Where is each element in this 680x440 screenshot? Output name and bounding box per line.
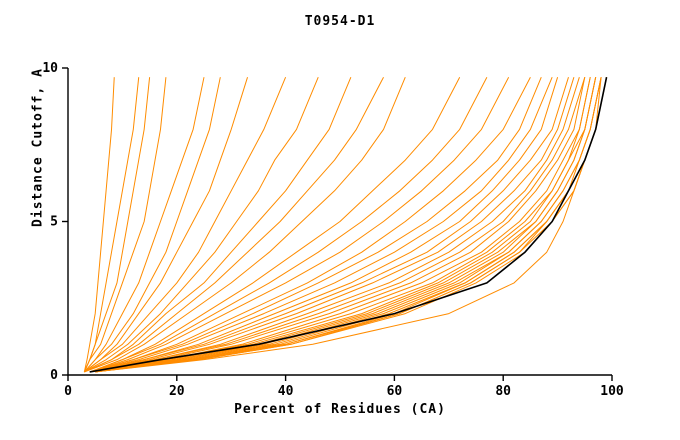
- model-curve: [83, 77, 115, 373]
- x-tick-label: 100: [600, 384, 624, 399]
- x-tick-label: 80: [495, 384, 511, 399]
- x-tick-label: 0: [64, 384, 72, 399]
- x-tick-label: 40: [278, 384, 294, 399]
- model-curve: [89, 76, 488, 373]
- x-axis-label: Percent of Residues (CA): [234, 402, 446, 417]
- model-curve: [95, 77, 591, 373]
- model-curve: [84, 77, 406, 373]
- best-model-curve: [89, 77, 608, 373]
- model-curve: [89, 76, 531, 373]
- model-curve: [89, 77, 575, 373]
- model-curve: [89, 77, 586, 373]
- model-curve: [84, 77, 248, 373]
- model-curve: [83, 77, 221, 373]
- y-axis-label: Distance Cutoff, A: [30, 68, 46, 227]
- model-curve: [83, 77, 167, 373]
- model-curve: [89, 77, 553, 373]
- model-curve: [89, 77, 559, 373]
- y-tick-label: 0: [50, 368, 58, 383]
- model-curve: [83, 77, 205, 373]
- model-curve: [83, 77, 151, 373]
- model-curve: [89, 76, 510, 373]
- model-curve: [84, 77, 287, 373]
- chart-title: T0954-D1: [304, 14, 376, 29]
- y-tick-label: 10: [42, 61, 58, 76]
- model-curve: [95, 77, 608, 373]
- model-curve: [89, 76, 461, 373]
- model-curve: [84, 76, 384, 373]
- x-tick-label: 60: [387, 384, 403, 399]
- model-curve: [95, 77, 597, 373]
- model-curve: [84, 77, 319, 373]
- model-curve: [95, 77, 591, 373]
- model-curve: [89, 77, 586, 373]
- model-curve: [89, 77, 542, 373]
- y-tick-label: 5: [50, 215, 58, 230]
- model-curve: [84, 77, 352, 373]
- model-curve: [89, 77, 580, 373]
- model-curve: [89, 77, 569, 373]
- x-tick-label: 20: [169, 384, 185, 399]
